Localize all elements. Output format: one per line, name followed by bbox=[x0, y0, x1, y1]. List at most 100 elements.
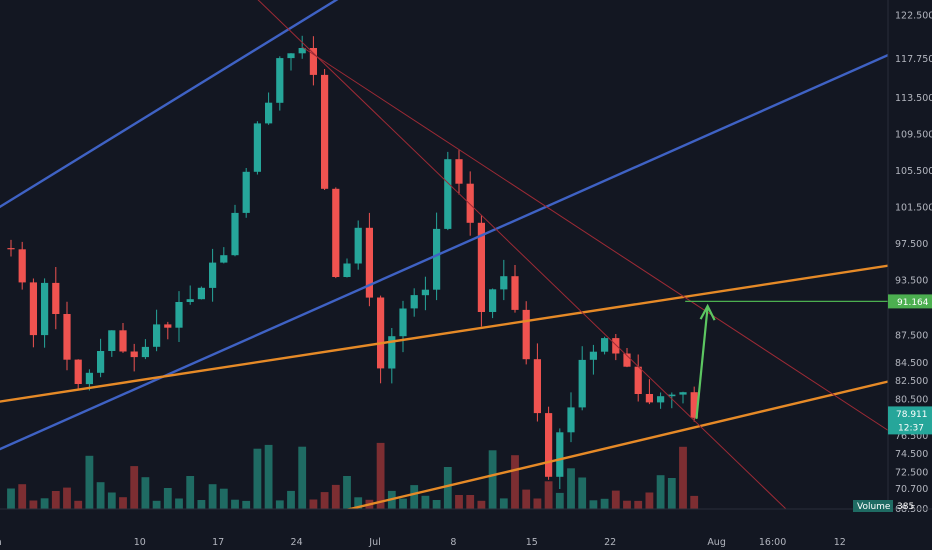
candle-body bbox=[612, 338, 620, 354]
volume-bar bbox=[679, 446, 687, 509]
price-tick-label: 93.500 bbox=[895, 276, 928, 287]
projection-arrow[interactable] bbox=[685, 300, 888, 420]
volume-bar bbox=[567, 468, 575, 509]
volume-bar bbox=[443, 467, 452, 509]
candle-body bbox=[321, 74, 329, 189]
volume-bar bbox=[623, 500, 631, 509]
time-tick-label: Jun bbox=[0, 537, 2, 548]
volume-bar bbox=[85, 455, 94, 509]
price-axis[interactable]: 122.500 117.750 113.500 109.500 105.500 101.5… bbox=[887, 0, 932, 515]
upper-orange-channel-line[interactable] bbox=[0, 264, 896, 403]
price-tick-label: 76.500 bbox=[895, 431, 928, 442]
candle-body bbox=[668, 394, 676, 397]
candle-body bbox=[298, 48, 306, 54]
arrow-head[interactable] bbox=[699, 303, 716, 321]
candle-body bbox=[533, 359, 541, 414]
volume-bar bbox=[331, 484, 340, 509]
volume-bar bbox=[488, 450, 497, 509]
volume-bar bbox=[175, 498, 183, 509]
arrow-shaft[interactable] bbox=[695, 306, 709, 420]
candle-body bbox=[130, 351, 138, 358]
candle-body bbox=[119, 330, 127, 352]
last-price-label: 78.911 bbox=[896, 410, 928, 420]
volume-bar bbox=[589, 500, 598, 509]
volume-bar bbox=[376, 442, 385, 509]
time-tick-label: 24 bbox=[291, 537, 303, 548]
candle-body bbox=[634, 366, 642, 394]
candle-body bbox=[444, 159, 452, 229]
price-tick-label: 80.500 bbox=[895, 394, 928, 405]
lower-blue-channel-line[interactable] bbox=[0, 52, 896, 451]
candle-body bbox=[354, 227, 362, 264]
price-tick-label: 101.500 bbox=[895, 202, 932, 213]
volume-bar bbox=[690, 495, 699, 509]
volume-bar bbox=[343, 476, 351, 509]
volume-tag bbox=[853, 500, 893, 512]
volume-bar bbox=[107, 492, 116, 509]
candle-body bbox=[253, 123, 261, 172]
candle-body bbox=[265, 102, 273, 124]
volume-bar bbox=[29, 500, 38, 509]
candle-body bbox=[97, 351, 105, 373]
volume-bar bbox=[197, 500, 206, 509]
target-price-label: 91.164 bbox=[897, 298, 929, 308]
volume-bar bbox=[63, 487, 71, 509]
price-tags: 91.164 78.911 12:37 Volume 385 bbox=[853, 294, 932, 512]
candle-body bbox=[578, 359, 586, 408]
price-tick-label: 122.500 bbox=[895, 11, 932, 22]
candle-body bbox=[108, 330, 116, 351]
volume-bar bbox=[7, 488, 15, 509]
red-trendline-steep[interactable] bbox=[241, 0, 795, 518]
lower-orange-channel-line[interactable] bbox=[313, 380, 895, 518]
candle-body bbox=[567, 407, 575, 433]
volume-bar bbox=[275, 500, 284, 509]
candle-body bbox=[477, 222, 485, 312]
candle-body bbox=[377, 297, 385, 369]
red-trendline-shallow[interactable] bbox=[301, 46, 896, 435]
candle-body bbox=[690, 392, 698, 418]
candle-body bbox=[466, 183, 474, 223]
candle-body bbox=[489, 289, 497, 312]
trendlines[interactable] bbox=[0, 0, 896, 518]
price-tick-label: 117.750 bbox=[895, 54, 932, 65]
candle-body bbox=[29, 282, 37, 336]
time-tick-label: 12 bbox=[834, 537, 846, 548]
volume-bar bbox=[253, 448, 262, 509]
candle-body bbox=[623, 353, 631, 367]
volume-bar bbox=[555, 492, 564, 509]
volume-bar bbox=[219, 488, 228, 509]
volume-bar bbox=[455, 495, 463, 509]
volume-bar bbox=[578, 477, 587, 509]
volume-bar bbox=[309, 499, 318, 509]
volume-bar bbox=[600, 498, 609, 509]
time-axis[interactable]: Jun 10 17 24 Jul 8 15 22 Aug 16:00 12 bbox=[0, 508, 932, 548]
candle-body bbox=[500, 276, 508, 290]
candle-body bbox=[52, 282, 60, 314]
candle-body bbox=[74, 359, 82, 384]
volume-bar bbox=[264, 444, 273, 509]
volume-bar bbox=[645, 492, 654, 509]
price-tick-label: 82.500 bbox=[895, 376, 928, 387]
candle-body bbox=[399, 308, 407, 337]
volume-bar bbox=[231, 499, 239, 509]
volume-bar bbox=[499, 498, 508, 509]
time-tick-label: Jul bbox=[368, 537, 380, 548]
volume-bar bbox=[163, 488, 172, 509]
price-tick-label: 109.500 bbox=[895, 129, 932, 140]
candle-body bbox=[388, 336, 396, 369]
upper-blue-channel-line[interactable] bbox=[0, 0, 364, 209]
candle-body bbox=[18, 249, 26, 283]
volume-bar bbox=[141, 477, 150, 509]
candle-body bbox=[164, 324, 172, 328]
price-tick-label: 87.500 bbox=[895, 330, 928, 341]
candle-body bbox=[309, 48, 317, 75]
candle-body bbox=[511, 276, 519, 310]
time-tick-label: 22 bbox=[604, 537, 616, 548]
volume-bar bbox=[287, 490, 295, 509]
volume-bar bbox=[242, 500, 251, 509]
price-tick-label: 70.700 bbox=[895, 484, 928, 495]
volume-bars bbox=[7, 442, 699, 509]
volume-bar bbox=[511, 455, 519, 509]
